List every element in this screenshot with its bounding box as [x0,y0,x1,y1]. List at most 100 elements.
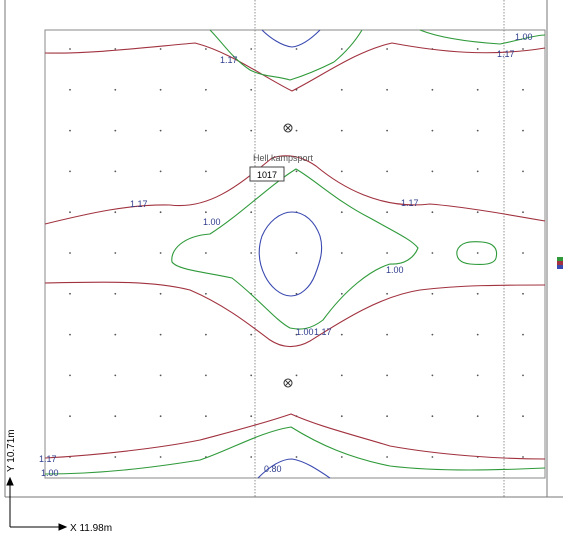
grid-point [522,456,524,458]
contour-label: 1.17 [497,49,515,59]
grid-point [386,333,388,336]
grid-point [205,374,207,377]
grid-point [69,333,71,336]
legend-swatch [557,257,563,269]
grid-point [114,415,117,418]
grid-point [69,88,71,91]
grid-point [431,129,434,132]
grid-point [340,292,343,295]
arrow-icon [6,476,14,486]
grid-point [295,456,298,458]
grid-point [159,415,162,418]
contour-labels: 1.17 1.17 1.00 1.17 1.17 1.00 1.00 1.00 … [39,32,533,478]
grid-point [114,374,117,377]
grid-point [159,456,162,458]
grid-point [69,129,71,132]
grid-point [295,129,298,132]
grid-point [250,252,253,254]
grid-point [340,333,343,336]
grid-point [114,88,117,91]
y-axis-label: Y 10.71m [6,429,17,472]
grid-point [476,415,479,418]
grid-point [476,170,479,173]
contour-label: 0.80 [264,464,282,474]
contour-label: 1.17 [401,198,419,208]
grid-point [205,129,207,132]
grid-point [69,374,71,377]
x-axis-label: X 11.98m [70,523,112,534]
grid-point [522,170,524,173]
contour-label: 1.17 [39,454,57,464]
contour-label: 1.17 [130,199,148,209]
grid-point [522,88,524,91]
grid-point [159,48,162,50]
grid-point [386,170,388,173]
blue-isoline-center [258,211,323,297]
grid-point [476,252,479,254]
grid-point [386,88,388,91]
grid-point [114,170,117,173]
grid-point [159,129,162,132]
grid-point [205,292,207,295]
grid-point [522,333,524,336]
grid-point [114,292,117,295]
grid-point [114,211,117,214]
grid-point [69,415,71,418]
grid-point [295,252,298,254]
grid-point [69,211,71,214]
contour-label: 1.00 [41,468,59,478]
grid-point [340,374,343,377]
grid-point [159,252,162,254]
arrow-icon [58,523,68,531]
grid-point [295,48,298,50]
grid-point [250,333,253,336]
grid-point [250,48,253,50]
grid-point [476,333,479,336]
luminaire-markers [283,123,293,388]
grid-point [340,88,343,91]
calculation-grid [69,48,524,458]
grid-point [114,456,117,458]
red-isoline-middle-lower [44,281,546,348]
grid-point [386,292,388,295]
grid-point [159,374,162,377]
grid-point [476,211,479,214]
contour-label: 1.17 [220,55,238,65]
grid-point [205,170,207,173]
grid-point [522,48,524,50]
circle-cross-icon [283,123,293,133]
grid-point [386,252,388,254]
contour-label: 1.17 [314,327,332,337]
grid-point [69,252,71,254]
grid-point [295,333,298,336]
grid-point [340,129,343,132]
red-isolines [44,42,546,460]
grid-point [386,374,388,377]
contour-label: 1.00 [203,217,221,227]
grid-point [205,415,207,418]
grid-point [295,170,298,173]
grid-point [340,456,343,458]
grid-point [114,48,117,50]
grid-point [159,170,162,173]
grid-point [205,88,207,91]
grid-point [431,211,434,214]
green-isoline-center [171,168,419,330]
grid-point [250,415,253,418]
grid-point [340,211,343,214]
frame [4,0,563,498]
green-isoline-top-far-right [419,29,546,45]
grid-point [386,456,388,458]
grid-point [205,211,207,214]
grid-point [159,88,162,91]
blue-isoline-top [261,29,321,48]
grid-point [386,48,388,50]
grid-point [386,129,388,132]
grid-point [522,252,524,254]
grid-point [295,374,298,377]
grid-point [159,292,162,295]
contour-label: 1.00 [515,32,533,42]
guide-lines [254,0,505,497]
grid-point [114,252,117,254]
green-isoline-top-left [209,29,335,81]
